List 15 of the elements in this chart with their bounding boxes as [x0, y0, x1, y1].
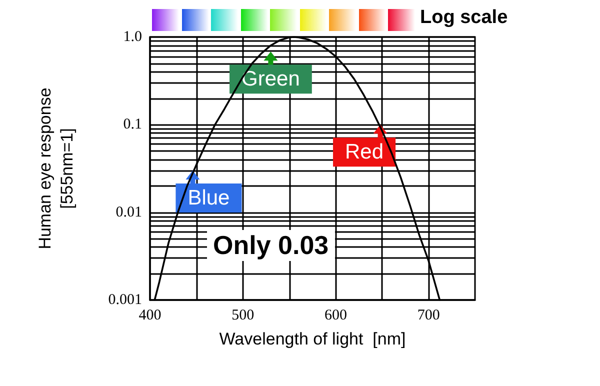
y-tick-label: 0.1	[123, 116, 142, 133]
annotation: Red	[345, 140, 384, 164]
y-tick-label: 0.01	[116, 204, 142, 220]
annotation: Blue	[188, 186, 230, 210]
annotation: Only 0.03	[207, 230, 335, 261]
x-tick-label: 600	[324, 308, 347, 324]
x-tick-label: 700	[417, 308, 440, 324]
annotation: Green	[242, 68, 300, 91]
y-tick-label: 1.0	[123, 29, 142, 45]
y-axis-title: Human eye response [555nm=1]	[36, 88, 76, 250]
x-tick-label: 500	[232, 308, 254, 324]
x-tick-label: 400	[138, 308, 162, 324]
x-axis-title: Wavelength of light [nm]	[219, 330, 406, 348]
text: Log scale	[420, 7, 508, 29]
y-tick-label: 0.001	[108, 292, 142, 308]
